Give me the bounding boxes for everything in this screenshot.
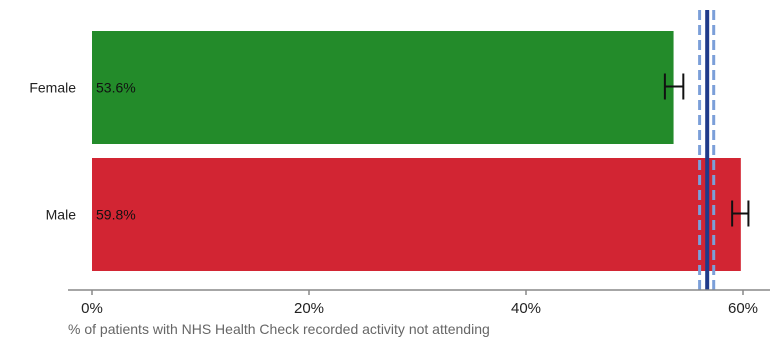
category-label-female: Female <box>29 80 76 96</box>
error-bar-male <box>731 200 750 227</box>
x-tick-label-20: 20% <box>294 300 324 317</box>
x-tick-label-0: 0% <box>81 300 103 317</box>
x-tick-label-60: 60% <box>728 300 758 317</box>
data-label-male: 59.8% <box>96 207 136 223</box>
bar-female <box>92 31 674 144</box>
category-label-male: Male <box>46 207 77 223</box>
labels-layer: Female 53.6% Male 59.8% <box>29 80 135 223</box>
x-axis-title: % of patients with NHS Health Check reco… <box>68 321 490 337</box>
data-label-female: 53.6% <box>96 80 136 96</box>
x-tick-label-40: 40% <box>511 300 541 317</box>
bars-layer <box>92 31 741 271</box>
bar-male <box>92 158 741 271</box>
x-axis: 0% 20% 40% 60% <box>68 289 770 317</box>
reference-line-layer <box>698 10 716 290</box>
error-bar-female <box>663 73 685 100</box>
error-bars-layer <box>663 73 750 227</box>
